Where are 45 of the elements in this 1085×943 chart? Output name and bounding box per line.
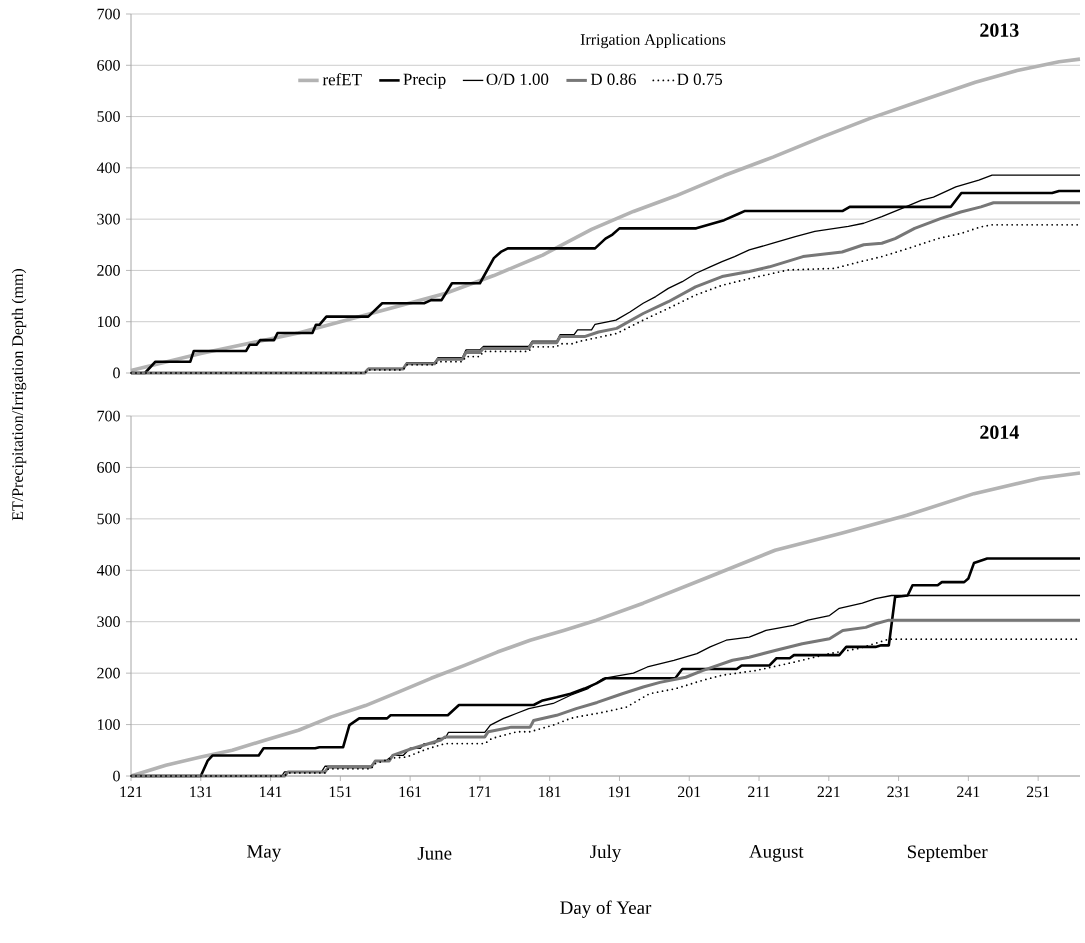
y-tick-label: 700 — [97, 8, 120, 20]
x-tick-label: 231 — [887, 786, 910, 798]
y-tick-label: 0 — [113, 770, 120, 782]
x-tick-label: 181 — [539, 786, 561, 798]
x-tick-label: 251 — [1026, 786, 1050, 798]
legend-label: D 0.75 — [677, 73, 723, 86]
text: May — [247, 845, 282, 862]
text: July — [590, 844, 622, 862]
x-tick-label: 191 — [608, 786, 631, 798]
y-tick-label: 200 — [97, 667, 120, 679]
x-tick-label: 201 — [677, 786, 701, 798]
y-tick-label: 200 — [97, 265, 120, 276]
text: September — [907, 844, 988, 862]
x-tick-label: 241 — [957, 786, 980, 798]
x-tick-label: 131 — [190, 786, 212, 798]
y-axis-title: ET/Precipitation/Irrigation Depth (mm) — [11, 269, 27, 521]
y-tick-label: 100 — [97, 719, 120, 730]
x-tick-label: 171 — [469, 786, 491, 798]
y-tick-label: 400 — [96, 162, 120, 174]
y-tick-label: 300 — [97, 213, 120, 225]
y-tick-label: 0 — [113, 367, 120, 379]
x-tick-label: 211 — [748, 786, 770, 798]
y-tick-label: 700 — [97, 410, 120, 422]
x-tick-label: 141 — [260, 786, 282, 798]
x-tick-label: 151 — [329, 786, 352, 798]
y-tick-label: 100 — [97, 316, 120, 328]
y-tick-label: 600 — [97, 462, 120, 473]
legend-label: refET — [322, 73, 362, 86]
x-tick-label: 161 — [399, 786, 422, 798]
x-axis-title: Day of Year — [560, 900, 652, 918]
legend-label: Precip — [403, 73, 446, 89]
text: June — [417, 847, 452, 860]
x-tick-label: 221 — [817, 786, 840, 798]
y-tick-label: 400 — [96, 564, 120, 576]
text: August — [749, 845, 804, 862]
chart-title: 2013 — [980, 23, 1019, 37]
legend-label: O/D 1.00 — [486, 73, 549, 86]
y-tick-label: 500 — [97, 111, 120, 122]
chart-title: 2014 — [980, 425, 1019, 439]
x-tick-label: 121 — [120, 786, 142, 798]
legend-title: Irrigation Applications — [580, 33, 726, 49]
y-tick-label: 600 — [97, 59, 120, 71]
legend-label: D 0.86 — [590, 73, 636, 86]
y-tick-label: 500 — [97, 513, 120, 525]
y-tick-label: 300 — [97, 616, 120, 628]
